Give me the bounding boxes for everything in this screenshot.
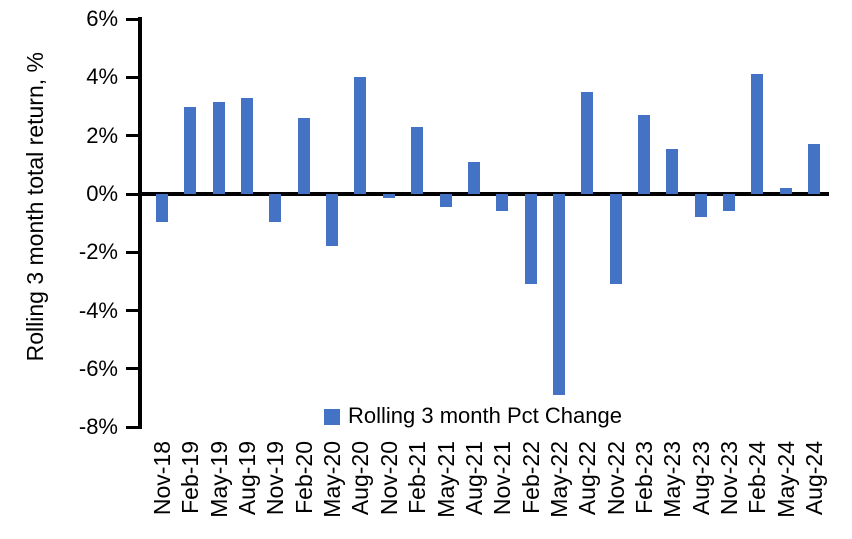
- bar-Feb-21: [411, 126, 424, 194]
- x-tick-label-Feb-22: Feb-22: [517, 441, 544, 514]
- y-tick-mark: [126, 309, 139, 313]
- bar-Aug-23: [694, 194, 707, 218]
- bar-Aug-21: [467, 161, 480, 194]
- y-tick-mark: [126, 17, 139, 21]
- bar-May-22: [552, 194, 565, 396]
- x-tick-label-Feb-21: Feb-21: [404, 441, 431, 514]
- y-tick-label: 4%: [86, 64, 118, 90]
- legend: Rolling 3 month Pct Change: [324, 403, 622, 429]
- x-tick-label-Nov-18: Nov-18: [149, 441, 175, 516]
- bar-Nov-21: [496, 194, 509, 212]
- bar-Nov-19: [269, 194, 282, 222]
- bar-Feb-23: [637, 115, 650, 194]
- bar-May-21: [439, 194, 452, 208]
- bar-Aug-24: [808, 144, 821, 194]
- x-tick-label-Aug-21: Aug-21: [460, 441, 487, 516]
- x-tick-label-Aug-23: Aug-23: [687, 441, 714, 516]
- y-tick-mark: [126, 425, 139, 429]
- y-tick-mark: [126, 192, 139, 196]
- bar-Feb-20: [297, 118, 310, 194]
- legend-swatch-icon: [324, 409, 340, 425]
- x-tick-label-Nov-23: Nov-23: [716, 441, 742, 516]
- x-tick-label-May-21: May-21: [432, 441, 459, 518]
- x-tick-label-May-24: May-24: [772, 441, 799, 518]
- bar-Feb-22: [524, 194, 537, 285]
- bar-Aug-20: [354, 77, 367, 194]
- bar-Feb-19: [184, 106, 197, 194]
- y-tick-mark: [126, 75, 139, 79]
- y-tick-label: -8%: [78, 414, 118, 440]
- x-tick-label-May-23: May-23: [659, 441, 686, 518]
- y-tick-label: 6%: [86, 6, 118, 32]
- bar-May-20: [326, 194, 339, 247]
- bar-May-23: [666, 148, 679, 194]
- bar-May-19: [212, 102, 225, 194]
- y-tick-label: -4%: [78, 297, 118, 323]
- bar-Nov-22: [609, 194, 622, 285]
- x-tick-label-Nov-22: Nov-22: [602, 441, 629, 516]
- x-tick-label-Nov-20: Nov-20: [375, 441, 402, 516]
- y-tick-label: -2%: [78, 239, 118, 265]
- bar-Feb-24: [751, 74, 764, 194]
- x-tick-label-May-20: May-20: [319, 441, 346, 518]
- y-tick-label: -6%: [78, 355, 118, 381]
- x-tick-label-May-19: May-19: [205, 441, 232, 518]
- bar-Nov-20: [382, 194, 395, 199]
- x-tick-label-May-22: May-22: [545, 441, 572, 518]
- x-tick-label-Feb-24: Feb-24: [744, 441, 771, 514]
- x-tick-label-Aug-20: Aug-20: [347, 441, 374, 516]
- bar-Nov-18: [156, 194, 168, 222]
- y-tick-label: 0%: [86, 181, 118, 206]
- x-tick-label-Aug-22: Aug-22: [574, 441, 601, 516]
- y-axis-line: [138, 17, 142, 430]
- x-tick-label-Feb-23: Feb-23: [630, 441, 657, 514]
- x-tick-label-Nov-19: Nov-19: [262, 441, 289, 516]
- x-tick-label-Aug-24: Aug-24: [801, 441, 828, 516]
- legend-label: Rolling 3 month Pct Change: [348, 403, 622, 428]
- x-tick-label-Aug-19: Aug-19: [234, 441, 261, 516]
- x-tick-label-Feb-19: Feb-19: [177, 441, 204, 514]
- x-tick-label-Feb-20: Feb-20: [290, 441, 317, 514]
- x-tick-label-Nov-21: Nov-21: [489, 441, 516, 516]
- y-tick-mark: [126, 250, 139, 254]
- bar-May-24: [779, 188, 792, 194]
- bar-Aug-19: [241, 97, 254, 194]
- bar-Aug-22: [581, 91, 594, 194]
- zero-line: [138, 192, 829, 196]
- bar-Nov-23: [723, 194, 735, 212]
- y-tick-mark: [126, 367, 139, 371]
- y-tick-mark: [126, 134, 139, 138]
- y-tick-label: 2%: [86, 122, 118, 148]
